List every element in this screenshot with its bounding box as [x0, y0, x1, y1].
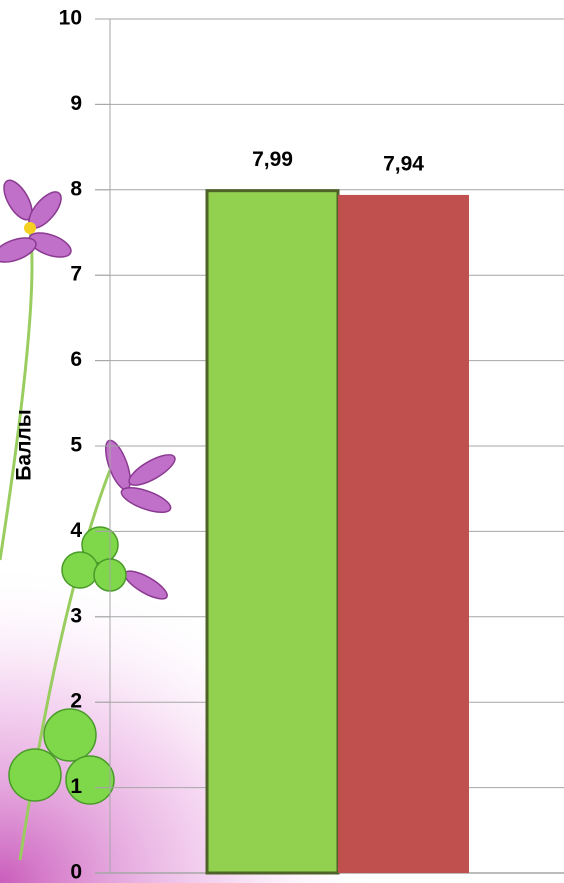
y-tick-label: 4 [70, 519, 82, 542]
value-label: 7,99 [252, 148, 293, 171]
bar [207, 191, 338, 873]
y-tick-label: 1 [70, 775, 82, 798]
page: Баллы 0123456789107,997,94 (() => { cons… [0, 0, 564, 883]
y-axis-label: Баллы [13, 409, 36, 480]
y-tick-label: 2 [70, 690, 82, 713]
y-tick-label: 3 [70, 604, 82, 627]
y-tick-label: 9 [70, 92, 82, 115]
y-tick-label: 6 [70, 348, 82, 371]
chart: Баллы 0 1 2 3 4 5 6 7 8 9 10 7,99 7,94 [0, 0, 564, 883]
y-tick-label: 5 [70, 434, 82, 457]
value-label: 7,94 [383, 152, 424, 175]
y-tick-label: 0 [70, 861, 82, 883]
y-tick-label: 7 [70, 263, 82, 286]
y-tick-label: 8 [70, 177, 82, 200]
y-tick-label: 10 [59, 7, 82, 30]
bar [338, 195, 469, 873]
